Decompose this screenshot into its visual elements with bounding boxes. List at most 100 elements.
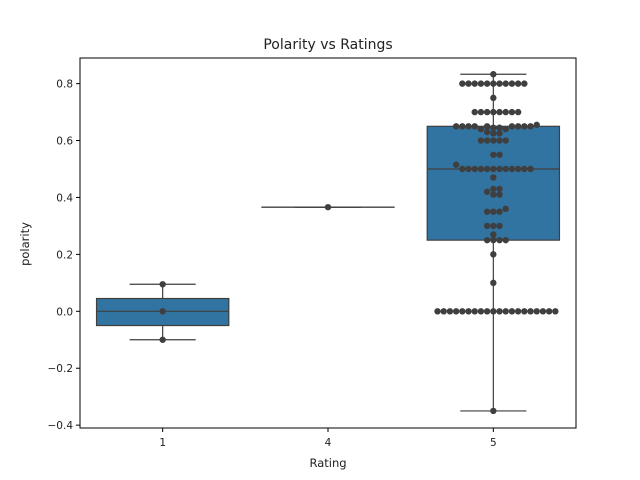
- swarm-point: [496, 80, 503, 87]
- swarm-point: [452, 161, 460, 168]
- swarm-point: [496, 208, 503, 215]
- swarm-point: [502, 108, 509, 116]
- swarm-point: [446, 308, 454, 315]
- swarm-point: [459, 80, 466, 87]
- swarm-point: [496, 151, 503, 158]
- swarm-point: [514, 108, 522, 116]
- swarm-point: [533, 121, 540, 129]
- swarm-point: [483, 308, 491, 315]
- swarm-point: [471, 123, 478, 130]
- swarm-point: [324, 203, 332, 211]
- swarm-point: [483, 137, 491, 144]
- swarm-point: [490, 151, 497, 158]
- swarm-point: [496, 236, 503, 244]
- swarm-point: [521, 123, 528, 130]
- swarm-point: [459, 308, 466, 315]
- swarm-point: [440, 308, 447, 315]
- swarm-point: [496, 165, 503, 173]
- swarm-point: [521, 165, 528, 173]
- swarm-point: [490, 94, 497, 102]
- swarm-point: [490, 130, 497, 137]
- swarm-point: [502, 308, 509, 315]
- swarm-point: [159, 281, 166, 288]
- swarm-point: [552, 308, 559, 315]
- swarm-points-rating-4: [324, 203, 332, 211]
- swarm-point: [496, 185, 503, 193]
- swarm-point: [508, 123, 516, 130]
- swarm-point: [490, 208, 497, 215]
- swarm-point: [490, 174, 497, 181]
- y-axis-label: polarity: [18, 222, 32, 266]
- swarm-point: [502, 236, 509, 244]
- swarm-point: [483, 80, 491, 87]
- swarm-point: [471, 108, 478, 116]
- swarm-point: [471, 80, 478, 87]
- swarm-point: [490, 124, 497, 131]
- swarm-point: [465, 165, 472, 173]
- swarm-point: [490, 222, 497, 230]
- swarm-point: [465, 123, 472, 130]
- swarm-point: [490, 165, 497, 173]
- swarm-point: [521, 308, 528, 315]
- swarm-point: [459, 165, 466, 173]
- swarm-point: [483, 128, 491, 136]
- swarm-point: [483, 236, 491, 244]
- y-tick-label: 0.8: [56, 79, 73, 91]
- y-tick-label: −0.2: [48, 363, 74, 375]
- swarm-point: [490, 71, 497, 78]
- swarm-point: [477, 108, 485, 116]
- swarm-point: [490, 236, 497, 244]
- swarm-point: [490, 231, 497, 238]
- swarm-point: [483, 123, 491, 130]
- swarm-point: [483, 188, 491, 195]
- swarm-point: [477, 165, 485, 173]
- swarm-point: [477, 137, 485, 144]
- swarm-point: [496, 222, 503, 230]
- swarm-point: [483, 165, 491, 173]
- swarm-point: [490, 191, 497, 198]
- swarm-point: [490, 407, 497, 415]
- plot-area: [95, 71, 561, 415]
- box-group-rating-5: [426, 73, 561, 412]
- swarm-point: [434, 308, 441, 315]
- swarm-point: [459, 123, 466, 130]
- y-tick-label: 0.2: [56, 249, 73, 261]
- chart-title: Polarity vs Ratings: [263, 37, 392, 53]
- swarm-point: [483, 208, 491, 215]
- swarm-point: [545, 308, 553, 315]
- swarm-point: [452, 123, 460, 130]
- swarm-points-rating-1: [159, 281, 166, 343]
- swarm-point: [508, 308, 516, 315]
- swarm-point: [477, 80, 485, 87]
- swarm-point: [502, 125, 509, 133]
- y-tick-label: −0.4: [48, 420, 74, 432]
- y-tick-label: 0.6: [56, 136, 73, 148]
- swarm-point: [533, 308, 540, 315]
- x-tick-label: 5: [490, 437, 497, 449]
- swarm-point: [514, 165, 522, 173]
- swarm-point: [527, 165, 534, 173]
- axes: −0.4 −0.2 0.0 0.2 0.4 0.6 0.8 1 4 5: [48, 57, 577, 449]
- swarm-point: [496, 108, 503, 116]
- swarm-point: [496, 130, 503, 137]
- swarm-point: [490, 185, 497, 193]
- swarm-point: [496, 137, 503, 144]
- swarm-point: [502, 165, 509, 173]
- swarm-point: [496, 191, 503, 198]
- swarm-point: [502, 205, 509, 213]
- swarm-point: [465, 80, 472, 87]
- swarm-points-rating-5: [434, 71, 559, 415]
- swarm-point: [508, 165, 516, 173]
- y-tick-label: 0.0: [56, 306, 73, 318]
- x-tick-label: 1: [159, 437, 166, 449]
- x-tick-label: 4: [325, 437, 332, 449]
- swarm-point: [496, 308, 503, 315]
- box-iqr: [426, 125, 561, 241]
- swarm-point: [514, 80, 522, 87]
- swarm-point: [490, 80, 497, 87]
- swarm-point: [502, 137, 509, 144]
- swarm-point: [521, 80, 528, 87]
- swarm-point: [471, 165, 478, 173]
- swarm-point: [539, 308, 547, 315]
- swarm-point: [452, 308, 460, 315]
